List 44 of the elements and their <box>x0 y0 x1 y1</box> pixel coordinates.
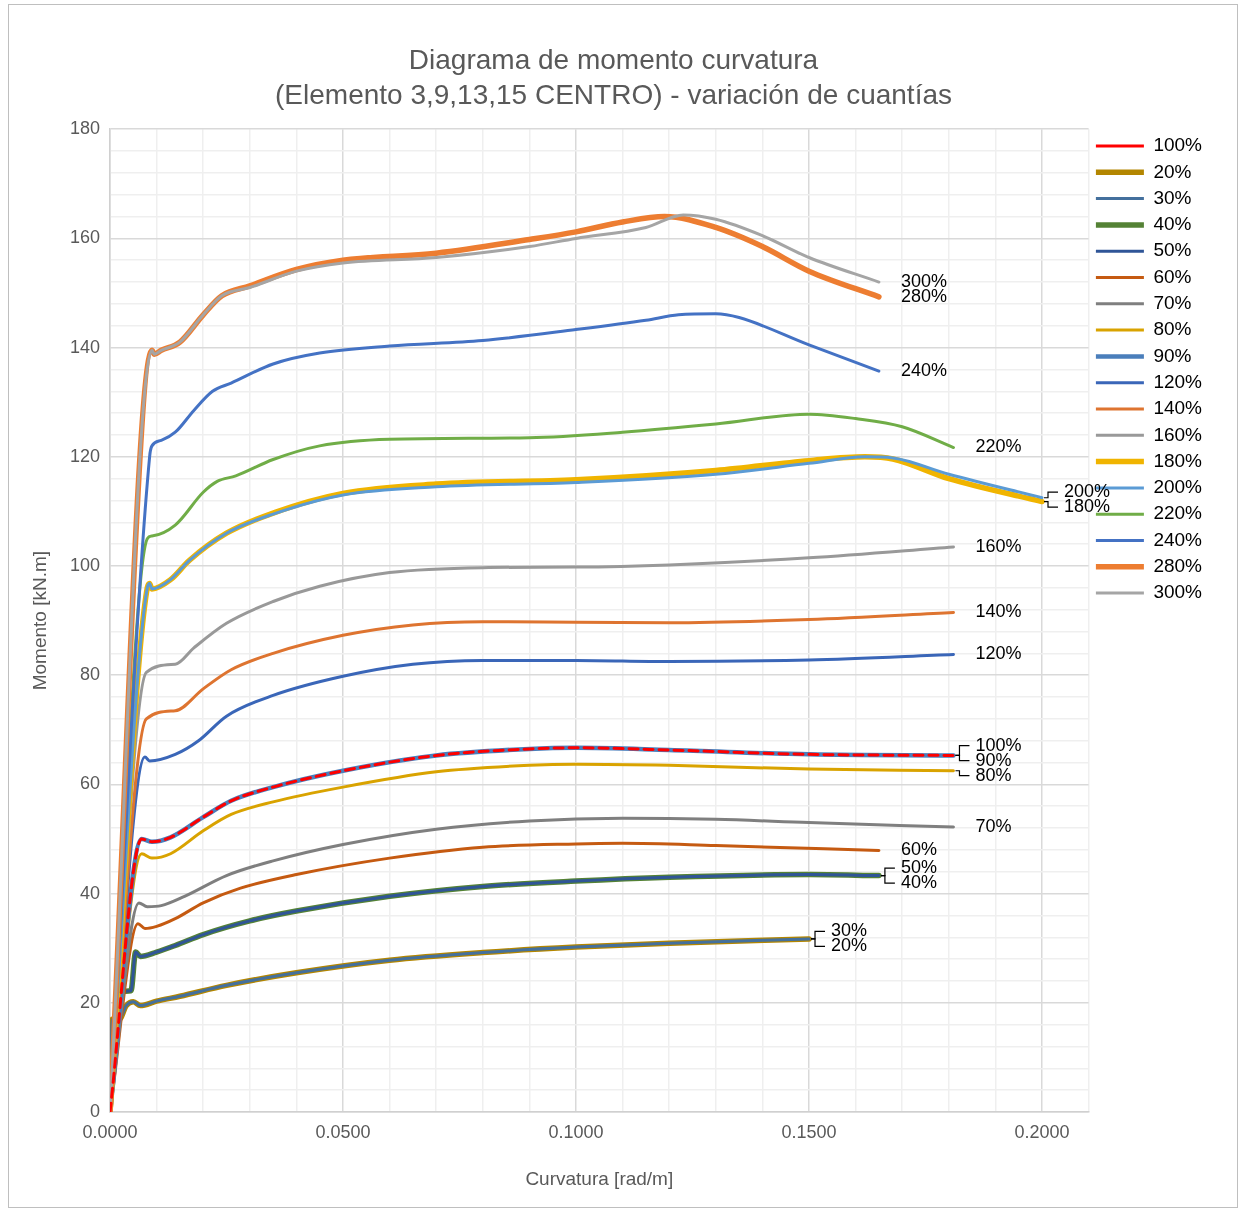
legend-label: 70% <box>1153 292 1192 314</box>
x-axis-title: Curvatura [rad/m] <box>525 1167 674 1189</box>
x-tick-label: 0.2000 <box>1014 1121 1070 1142</box>
legend-label: 220% <box>1153 502 1203 524</box>
legend-label: 60% <box>1153 265 1192 287</box>
annotation: 160% <box>975 535 1022 556</box>
x-tick-label: 0.1500 <box>781 1121 837 1142</box>
annotation: 120% <box>975 643 1022 664</box>
legend-label: 30% <box>1153 186 1192 208</box>
legend-label: 50% <box>1153 239 1192 261</box>
chart-title: Diagrama de momento curvatura <box>408 43 819 75</box>
x-tick-label: 0.1000 <box>548 1121 604 1142</box>
legend-label: 120% <box>1153 370 1203 392</box>
annotation: 70% <box>975 815 1012 836</box>
legend-label: 280% <box>1153 555 1203 577</box>
legend-label: 300% <box>1153 581 1203 603</box>
legend-label: 140% <box>1153 397 1203 419</box>
y-tick-label: 100 <box>69 554 100 575</box>
y-axis-title: Momento [kN.m] <box>28 550 50 691</box>
y-tick-label: 80 <box>79 664 100 685</box>
y-tick-label: 60 <box>79 773 100 794</box>
y-tick-label: 40 <box>79 882 100 903</box>
y-tick-label: 20 <box>79 991 100 1012</box>
x-tick-label: 0.0000 <box>82 1121 138 1142</box>
annotation: 220% <box>975 436 1022 457</box>
legend-label: 160% <box>1153 423 1203 445</box>
x-tick-label: 0.0500 <box>315 1121 371 1142</box>
legend-label: 200% <box>1153 476 1203 498</box>
legend-label: 100% <box>1153 134 1203 156</box>
y-tick-label: 0 <box>89 1100 100 1121</box>
y-tick-label: 160 <box>69 227 100 248</box>
legend-label: 240% <box>1153 528 1203 550</box>
legend-label: 40% <box>1153 213 1192 235</box>
y-tick-label: 180 <box>69 118 100 139</box>
annotation: 140% <box>975 601 1022 622</box>
chart-subtitle: (Elemento 3,9,13,15 CENTRO) - variación de cuantías <box>275 79 952 111</box>
y-tick-label: 120 <box>69 445 100 466</box>
annotation: 60% <box>900 839 937 860</box>
legend-label: 90% <box>1153 344 1192 366</box>
y-tick-label: 140 <box>69 336 100 357</box>
legend-label: 80% <box>1153 318 1192 340</box>
legend-label: 20% <box>1153 160 1192 182</box>
legend-label: 180% <box>1153 449 1203 471</box>
annotation: 240% <box>900 360 947 381</box>
